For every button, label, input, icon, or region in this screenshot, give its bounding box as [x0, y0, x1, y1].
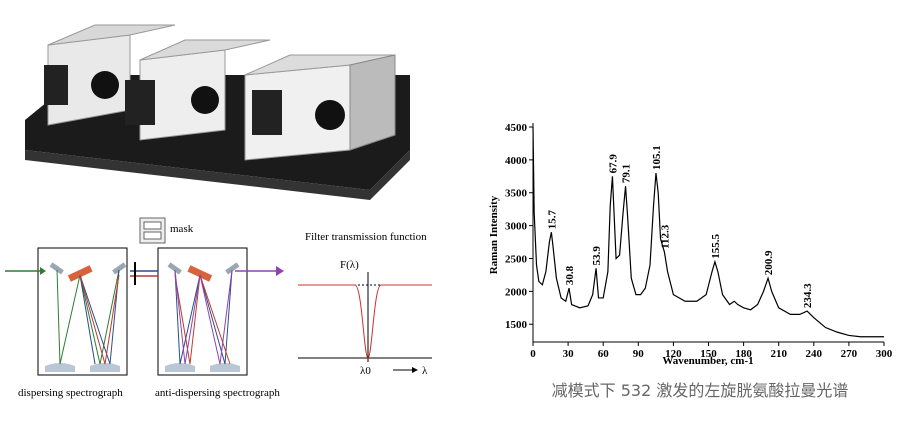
spectrum-line [532, 126, 884, 338]
y-tick-label: 2500 [505, 253, 528, 265]
peak-label: 234.3 [802, 283, 814, 308]
y-tick-label: 3000 [505, 221, 528, 233]
lambda0-label: λ0 [360, 365, 371, 377]
spectrograph-diagram [5, 217, 432, 376]
instrument-photo [25, 24, 410, 200]
peak-label: 200.9 [763, 250, 775, 275]
x-tick-label: 60 [598, 348, 610, 360]
x-tick-label: 90 [633, 348, 645, 360]
caption: 减模式下 532 激发的左旋胱氨酸拉曼光谱 [552, 381, 849, 400]
x-tick-label: 240 [806, 348, 823, 360]
right-caption: anti-dispersing spectrograph [155, 387, 280, 399]
peak-label: 105.1 [651, 145, 663, 170]
y-tick-label: 3500 [505, 188, 528, 200]
peak-label: 155.5 [710, 234, 722, 259]
x-tick-label: 30 [563, 348, 575, 360]
y-tick-label: 2000 [505, 286, 528, 298]
x-tick-label: 0 [530, 348, 536, 360]
y-tick-label: 4000 [505, 155, 528, 167]
y-axis-title: Raman Intensity [488, 195, 500, 274]
peak-label: 53.9 [591, 246, 603, 266]
x-axis-title: Wavenumber, cm-1 [662, 355, 753, 367]
filter-title: Filter transmission function [305, 231, 427, 243]
x-tick-label: 120 [665, 348, 682, 360]
peak-label: 15.7 [546, 209, 558, 229]
mask-label: mask [170, 223, 194, 235]
lambda-label: λ [422, 365, 428, 377]
peak-label: 79.1 [621, 164, 633, 183]
f-label: F(λ) [340, 259, 359, 271]
x-tick-label: 180 [735, 348, 752, 360]
y-tick-label: 1500 [505, 319, 528, 331]
x-tick-label: 300 [876, 348, 893, 360]
y-tick-label: 4500 [505, 122, 528, 134]
x-tick-label: 210 [770, 348, 787, 360]
x-tick-label: 150 [700, 348, 717, 360]
peak-label: 67.9 [607, 154, 619, 174]
peak-label: 112.3 [659, 224, 671, 249]
peak-label: 30.8 [564, 265, 576, 285]
left-caption: dispersing spectrograph [18, 387, 123, 399]
x-tick-label: 270 [841, 348, 858, 360]
